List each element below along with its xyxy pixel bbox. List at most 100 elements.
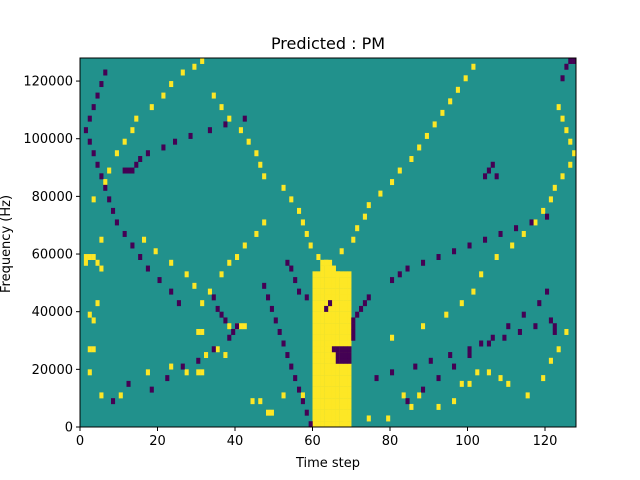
heatmap-cell-high: [262, 173, 267, 180]
heatmap-cell-high: [347, 288, 352, 295]
heatmap-cell-high: [324, 409, 329, 416]
heatmap-cell-low: [452, 363, 457, 370]
heatmap-cell-high: [134, 115, 139, 122]
plot-frame: [79, 57, 577, 428]
heatmap-cell-high: [254, 230, 259, 237]
heatmap-cell-high: [331, 352, 336, 359]
heatmap-cell-low: [339, 352, 344, 359]
heatmap-cell-low: [339, 357, 344, 364]
heatmap-cell-high: [331, 277, 336, 284]
heatmap-cell-high: [328, 392, 333, 399]
heatmap-cell-low: [83, 127, 88, 134]
heatmap-cell-high: [316, 357, 321, 364]
heatmap-cell-high: [572, 150, 577, 157]
heatmap-cell-high: [541, 207, 546, 214]
heatmap-cell-high: [192, 282, 197, 289]
heatmap-cell-high: [328, 375, 333, 382]
heatmap-cell-high: [149, 104, 154, 111]
heatmap-cell-high: [347, 305, 352, 312]
heatmap-cell-high: [390, 334, 395, 341]
heatmap-cell-high: [169, 81, 174, 88]
heatmap-cell-high: [83, 259, 88, 266]
heatmap-cell-high: [436, 403, 441, 410]
heatmap-cell-high: [192, 63, 197, 70]
heatmap-cell-high: [386, 415, 391, 422]
heatmap-cell-high: [335, 288, 340, 295]
heatmap-cell-low: [397, 271, 402, 278]
heatmap-cell-high: [324, 369, 329, 376]
heatmap-cell-high: [242, 242, 247, 249]
heatmap-cell-high: [331, 392, 336, 399]
heatmap-cell-high: [297, 207, 302, 214]
heatmap-cell-high: [343, 421, 348, 428]
heatmap-cell-high: [331, 288, 336, 295]
heatmap-cell-high: [324, 352, 329, 359]
heatmap-cell-high: [328, 259, 333, 266]
heatmap-cell-low: [335, 357, 340, 364]
heatmap-cell-high: [312, 271, 317, 278]
heatmap-cell-high: [169, 363, 174, 370]
heatmap-cell-high: [246, 138, 251, 145]
heatmap-cell-high: [331, 369, 336, 376]
heatmap-cell-low: [351, 328, 356, 335]
heatmap-cell-low: [560, 75, 565, 82]
heatmap-cell-high: [347, 300, 352, 307]
heatmap-cell-high: [118, 392, 123, 399]
heatmap-cell-high: [300, 392, 305, 399]
heatmap-cell-high: [459, 380, 464, 387]
y-axis: 0 20000 40000 60000 80000 100000 120000: [23, 75, 80, 436]
heatmap-cell-low: [297, 386, 302, 393]
heatmap-cell-low: [266, 294, 271, 301]
heatmap-cell-low: [486, 340, 491, 347]
heatmap-cell-low: [483, 236, 488, 243]
heatmap-cell-high: [320, 421, 325, 428]
heatmap-cell-high: [331, 294, 336, 301]
heatmap-cell-low: [145, 150, 150, 157]
heatmap-cell-high: [324, 323, 329, 330]
heatmap-cell-high: [99, 265, 104, 272]
x-tick-label: 0: [76, 434, 84, 449]
heatmap-cell-high: [343, 340, 348, 347]
heatmap-cell-high: [335, 375, 340, 382]
heatmap-cell-high: [343, 328, 348, 335]
heatmap-cell-high: [95, 259, 100, 266]
heatmap-cell-high: [320, 403, 325, 410]
heatmap-cell-high: [328, 288, 333, 295]
heatmap-cell-low: [467, 346, 472, 353]
heatmap-cell-low: [87, 138, 92, 145]
heatmap-cell-low: [126, 167, 131, 174]
heatmap-cell-high: [227, 323, 232, 330]
heatmap-cell-low: [304, 294, 309, 301]
heatmap-cell-low: [138, 254, 143, 260]
heatmap-cell-high: [339, 398, 344, 405]
heatmap-cell-high: [312, 369, 317, 376]
heatmap-cell-high: [347, 282, 352, 289]
heatmap-cell-low: [479, 340, 484, 347]
heatmap-cell-low: [107, 196, 112, 203]
heatmap-cell-high: [335, 392, 340, 399]
heatmap-cell-low: [347, 346, 352, 353]
heatmap-cell-low: [506, 323, 511, 330]
heatmap-cell-high: [347, 277, 352, 284]
heatmap-cell-high: [324, 277, 329, 284]
heatmap-cell-high: [335, 398, 340, 405]
heatmap-cell-low: [328, 300, 333, 307]
heatmap-cell-high: [145, 369, 150, 376]
heatmap-cell-high: [335, 277, 340, 284]
heatmap-cell-high: [343, 369, 348, 376]
heatmap-cell-high: [440, 109, 445, 116]
heatmap-cell-high: [331, 398, 336, 405]
heatmap-cell-high: [339, 294, 344, 301]
heatmap-cell-high: [347, 271, 352, 278]
heatmap-cell-high: [335, 340, 340, 347]
heatmap-cell-high: [91, 317, 96, 324]
heatmap-cell-high: [316, 369, 321, 376]
heatmap-cell-high: [316, 352, 321, 359]
x-axis: 0 20 40 60 80 100 120: [76, 427, 557, 449]
heatmap-cell-high: [335, 282, 340, 289]
heatmap-cell-high: [211, 92, 216, 99]
heatmap-cell-high: [328, 265, 333, 272]
heatmap-cell-high: [339, 271, 344, 278]
heatmap-cell-high: [316, 271, 321, 278]
heatmap-cell-high: [114, 150, 119, 157]
